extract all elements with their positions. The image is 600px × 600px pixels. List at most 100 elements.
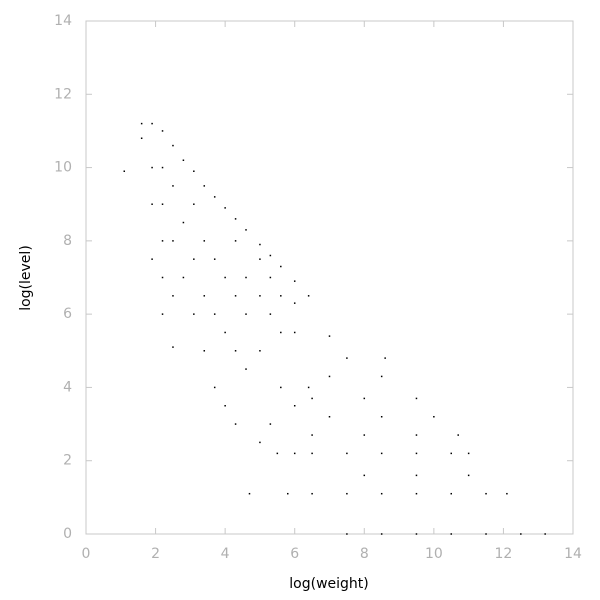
point xyxy=(234,240,237,242)
point xyxy=(433,415,435,418)
point xyxy=(203,240,206,242)
point xyxy=(203,295,206,297)
x-tick-label: 8 xyxy=(360,546,369,562)
point xyxy=(172,295,174,297)
point xyxy=(234,350,237,352)
plot-frame xyxy=(85,20,574,535)
point xyxy=(224,405,226,407)
point xyxy=(328,415,331,418)
point xyxy=(346,492,348,495)
point xyxy=(269,254,272,257)
point xyxy=(203,350,206,352)
point xyxy=(172,240,174,242)
point xyxy=(234,295,237,297)
point xyxy=(161,130,164,132)
point xyxy=(450,533,452,535)
point xyxy=(293,302,296,304)
point xyxy=(328,375,331,378)
point xyxy=(269,276,272,279)
point xyxy=(234,423,237,425)
point xyxy=(172,185,174,187)
x-tick-label: 6 xyxy=(290,546,299,562)
point xyxy=(415,434,418,436)
point xyxy=(151,122,153,125)
point xyxy=(280,265,282,268)
point xyxy=(161,203,164,205)
y-tick-label: 8 xyxy=(63,233,72,249)
point xyxy=(259,350,261,352)
point xyxy=(213,386,216,389)
point xyxy=(346,533,348,535)
point xyxy=(193,203,195,205)
point xyxy=(213,313,216,315)
point xyxy=(269,313,272,315)
point xyxy=(415,533,418,535)
point xyxy=(269,423,272,425)
point xyxy=(259,441,261,444)
point xyxy=(234,218,237,220)
point xyxy=(161,166,164,169)
point xyxy=(259,295,261,297)
y-tick-label: 12 xyxy=(54,86,72,102)
point xyxy=(123,170,126,172)
point xyxy=(245,313,247,315)
point xyxy=(280,295,282,297)
point xyxy=(485,492,487,495)
x-axis-title: log(weight) xyxy=(289,576,368,592)
x-tick-label: 14 xyxy=(564,546,582,562)
point xyxy=(280,386,282,389)
point xyxy=(311,492,313,495)
point xyxy=(151,258,153,260)
y-axis-title: log(level) xyxy=(18,245,34,311)
point xyxy=(172,144,174,147)
point xyxy=(140,137,143,140)
point xyxy=(151,203,153,205)
x-tick-label: 0 xyxy=(82,546,91,562)
point xyxy=(172,346,174,348)
point xyxy=(293,280,296,282)
point xyxy=(245,229,247,231)
point xyxy=(415,397,418,400)
point xyxy=(182,159,185,161)
point xyxy=(213,258,216,260)
point xyxy=(450,452,452,455)
point xyxy=(193,313,195,315)
point xyxy=(467,474,470,477)
point xyxy=(182,276,185,279)
point xyxy=(280,331,282,334)
point xyxy=(520,533,522,535)
point xyxy=(224,276,226,279)
y-tick-label: 0 xyxy=(63,526,72,542)
y-tick-label: 14 xyxy=(54,13,72,29)
point xyxy=(363,474,366,477)
point xyxy=(311,452,313,455)
point xyxy=(307,295,310,297)
point xyxy=(363,397,366,400)
point xyxy=(311,434,313,436)
point xyxy=(506,492,508,495)
point xyxy=(415,452,418,455)
y-tick-label: 10 xyxy=(54,160,72,176)
y-tick-label: 6 xyxy=(63,306,72,322)
point xyxy=(485,533,487,535)
point xyxy=(151,166,153,169)
point xyxy=(415,474,418,477)
x-tick-label: 12 xyxy=(495,546,513,562)
point xyxy=(467,452,470,455)
point xyxy=(346,452,348,455)
point xyxy=(450,492,452,495)
point xyxy=(203,185,206,187)
point xyxy=(161,313,164,315)
x-tick-label: 10 xyxy=(425,546,443,562)
point xyxy=(380,533,383,535)
point xyxy=(224,331,226,334)
point xyxy=(293,452,296,455)
point xyxy=(161,240,164,242)
point xyxy=(311,397,313,400)
point xyxy=(415,492,418,495)
point xyxy=(293,331,296,334)
point xyxy=(276,452,279,455)
point xyxy=(248,492,251,495)
point xyxy=(140,122,143,125)
